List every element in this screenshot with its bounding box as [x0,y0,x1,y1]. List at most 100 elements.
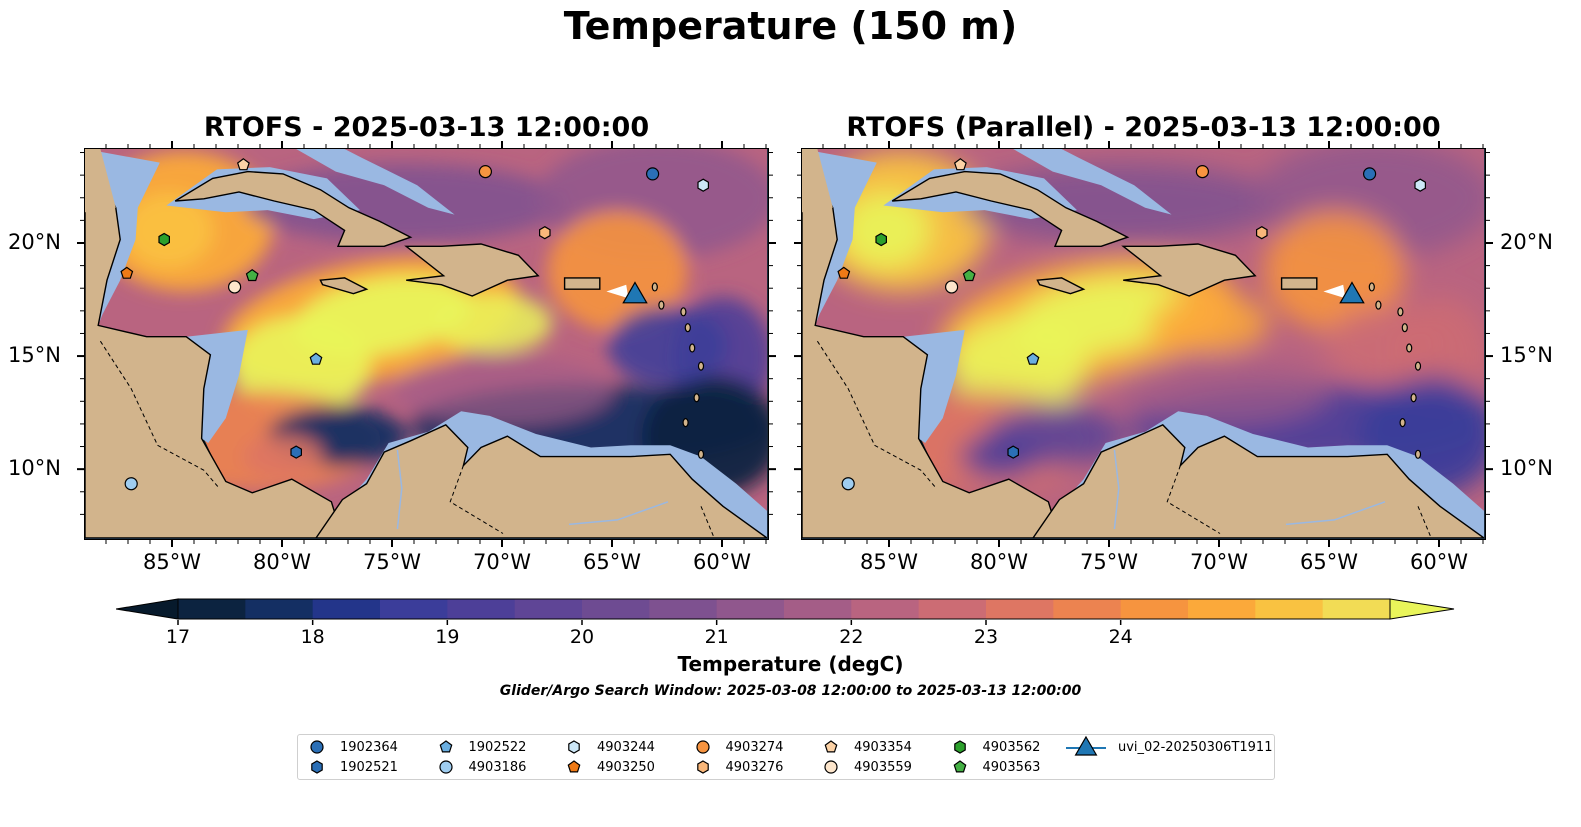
float-marker-4903559[interactable] [228,280,242,294]
colorbar-segment [1255,599,1324,619]
float-marker-1902364[interactable] [1362,167,1377,181]
lon-tick-label: 60°W [693,550,751,574]
pentagon-marker-icon [824,740,838,753]
colorbar-segment [582,599,650,619]
circle-marker-icon [695,740,710,754]
float-marker-4903250[interactable] [837,266,851,279]
float-marker-4903559[interactable] [945,280,959,294]
legend-glider-icon[interactable] [1074,735,1098,756]
float-marker-4903186[interactable] [841,477,855,491]
float-marker-4903274[interactable] [478,165,492,179]
lat-tick-label: 15°N [1500,343,1553,368]
float-marker-4903354[interactable] [236,158,250,171]
legend-entry-4903250: 4903250 [563,757,655,777]
legend-marker-icon[interactable] [953,740,966,754]
colorbar-segment [312,599,381,619]
float-marker-4903274[interactable] [1195,165,1209,179]
legend-marker-icon[interactable] [696,760,709,774]
legend-marker-icon[interactable] [567,760,581,773]
legend-label: 4903186 [468,759,527,775]
lat-tick-label: 10°N [1500,456,1553,481]
shelf-region [903,329,965,443]
glider-marker-uvi_02-20250306T1911[interactable] [622,281,648,304]
colorbar-tick-label: 17 [165,626,191,648]
float-marker-4903244[interactable] [1414,178,1427,192]
lat-tick-label: 20°N [1500,229,1553,254]
legend-marker-icon[interactable] [439,740,452,753]
triangle-marker-icon [1066,735,1106,756]
float-marker-4903563[interactable] [962,268,976,282]
colorbar-segment [784,599,852,619]
float-marker-4903354[interactable] [953,158,967,171]
shelf-region [1013,149,1172,215]
legend-label: 1902364 [340,739,398,755]
search-window-text: Glider/Argo Search Window: 2025-03-08 12… [499,683,1082,699]
legend-label: 1902522 [468,739,527,755]
float-marker-1902522[interactable] [1026,352,1040,365]
lon-tick-label: 75°W [363,550,421,574]
puerto-rico [1280,277,1318,290]
legend-marker-icon[interactable] [311,760,323,774]
river [568,501,669,526]
float-marker-1902364[interactable] [645,167,660,181]
legend-entry-uvi_02-20250306T1911: uvi_02-20250306T1911 [1066,735,1272,759]
legend-entry-4903563: 4903563 [949,757,1041,777]
country-border [816,340,937,489]
shelf-region [296,149,455,215]
country-border [449,465,504,534]
float-marker-4903186[interactable] [124,477,138,491]
lon-tick-label: 60°W [1410,550,1468,574]
country-border [700,506,715,538]
float-marker-4903276[interactable] [1256,226,1268,240]
circle-marker-icon [310,740,324,754]
glider-marker-uvi_02-20250306T1911[interactable] [1339,281,1365,304]
float-marker-4903276[interactable] [539,226,551,240]
legend-marker-icon[interactable] [438,760,453,774]
legend-marker-icon[interactable] [824,760,838,774]
lon-tick-label: 65°W [583,550,641,574]
float-marker-1902522[interactable] [309,352,323,365]
colorbar-segment [851,599,920,619]
lon-tick-label: 85°W [860,550,918,574]
legend-entry-1902364: 1902364 [306,737,398,757]
colorbar-segment [1188,599,1256,619]
colorbar-segment [1053,599,1122,619]
legend-marker-icon[interactable] [695,740,710,754]
float-marker-4903562[interactable] [875,232,888,247]
hexagon-marker-icon [311,760,323,774]
legend-marker-icon[interactable] [310,740,324,754]
map-panel-rtofs-parallel[interactable] [801,148,1486,540]
float-marker-4903250[interactable] [120,266,134,279]
colorbar-under-extension [116,598,179,620]
legend-label: 4903276 [725,759,784,775]
float-marker-4903562[interactable] [158,232,171,247]
colorbar-tick-label: 22 [839,626,864,648]
map-panel-rtofs[interactable] [84,148,769,540]
legend-entry-4903276: 4903276 [692,757,784,777]
legend-label: 4903563 [982,759,1041,775]
legend-label: 4903250 [597,759,655,775]
lon-tick-label: 80°W [253,550,311,574]
float-marker-1902521[interactable] [290,445,302,459]
cuba [891,170,1130,248]
jamaica [1036,277,1086,295]
float-marker-4903563[interactable] [245,268,259,282]
hispaniola [1121,243,1257,297]
colorbar-tick-label: 20 [569,626,595,648]
legend-label: 4903559 [854,759,912,775]
lon-tick-label: 80°W [970,550,1028,574]
colorbar-segment [514,599,583,619]
float-marker-4903244[interactable] [697,178,710,192]
float-marker-1902521[interactable] [1007,445,1019,459]
colorbar-segment [1322,599,1391,619]
colorbar-segment [178,599,246,619]
legend-marker-icon[interactable] [953,760,966,773]
legend-label: 4903562 [982,739,1041,755]
legend-entry-4903559: 4903559 [820,757,912,777]
river [396,449,403,530]
legend-marker-icon[interactable] [568,740,580,754]
legend-marker-icon[interactable] [824,740,838,753]
lon-tick-label: 75°W [1080,550,1138,574]
lon-tick-label: 70°W [473,550,531,574]
colorbar-segment [986,599,1054,619]
